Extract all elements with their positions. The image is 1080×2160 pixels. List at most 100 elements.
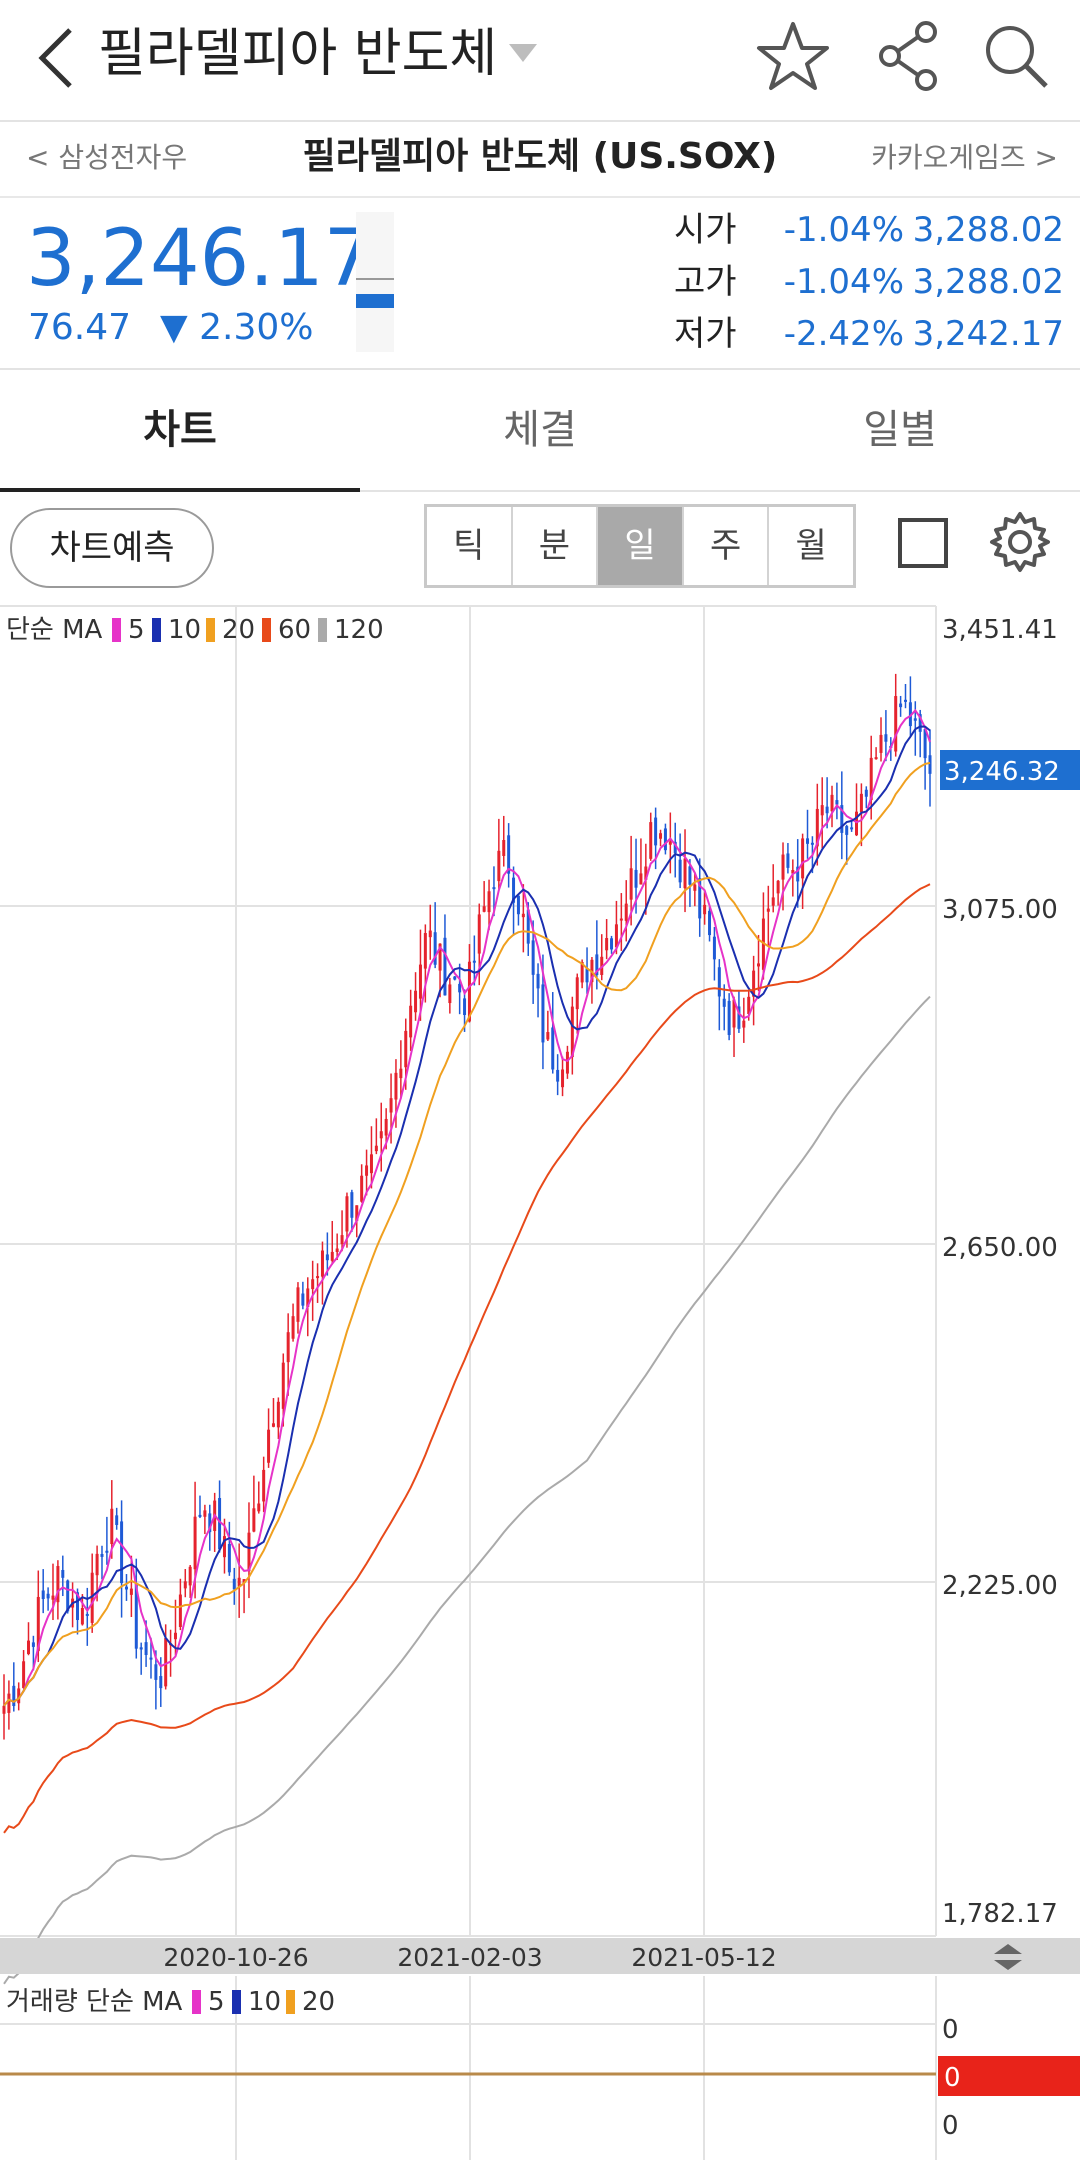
tab-chart[interactable]: 차트 [0,370,360,492]
candle-body [923,729,927,759]
app-header: 필라델피아 반도체 [0,0,1080,122]
fullscreen-icon[interactable] [898,518,948,568]
candle-body [688,866,692,885]
chart-predict-button[interactable]: 차트예측 [10,508,214,588]
open-label: 시가 [674,210,737,250]
candle-body [820,805,824,816]
vol-ma5-swatch [192,1990,201,2014]
volume-y-mid: 0 [944,2063,961,2093]
candle-body [913,718,917,721]
candle-body [654,817,658,846]
vol-ma10-label: 10 [248,1987,281,2017]
candle-body [301,1293,305,1306]
candle-body [90,1572,94,1623]
candle-body [159,1676,163,1689]
vol-ma20-label: 20 [302,1987,335,2017]
tab-bar: 차트 체결 일별 [0,370,1080,492]
candle-body [222,1536,226,1558]
candle-body [198,1514,202,1517]
candle-body [95,1553,99,1576]
candle-body [17,1688,21,1704]
candle-body [551,1027,555,1070]
candle-body [134,1583,138,1649]
period-tick[interactable]: 틱 [427,507,513,585]
candle-body [325,1254,329,1261]
candle-body [659,833,663,839]
low-row: 저가 -2.42% 3,242.17 [674,308,1064,360]
y-tick-label: 2,225.00 [942,1571,1058,1601]
candle-body [698,878,702,919]
volume-current-marker [938,2056,1080,2096]
period-week[interactable]: 주 [684,507,770,585]
candle-body [173,1632,177,1640]
expand-vertical-icon[interactable] [994,1944,1022,1970]
period-month[interactable]: 월 [795,526,827,566]
candle-body [580,961,584,983]
candle-body [757,963,761,967]
candle-body [859,793,863,813]
tab-trades[interactable]: 체결 [503,407,577,453]
candle-body [115,1515,119,1525]
candle-body [610,938,614,950]
candle-body [428,930,432,938]
share-icon[interactable] [872,18,948,94]
candle-body [467,961,471,1022]
candle-body [22,1661,26,1688]
prev-stock-link[interactable]: < 삼성전자우 [26,141,188,174]
candle-body [335,1248,339,1252]
candle-body [747,996,751,1015]
page-title[interactable]: 필라델피아 반도체 [98,24,498,84]
candle-body [487,891,491,913]
high-label: 고가 [674,262,737,302]
candle-body [257,1503,261,1512]
candle-body [835,800,839,805]
low-label: 저가 [674,314,737,354]
candle-body [26,1640,30,1654]
candle-body [673,841,677,854]
ma5-label: 5 [128,615,145,645]
candle-body [737,1006,741,1029]
search-icon[interactable] [978,18,1054,94]
candle-body [649,822,653,859]
period-minute[interactable]: 분 [513,507,599,585]
ma60-swatch [262,618,271,642]
period-day[interactable]: 일 [598,507,684,585]
ma10-swatch [152,618,161,642]
high-value: 3,288.02 [912,262,1064,302]
candle-body [61,1569,65,1578]
candle-body [365,1165,369,1176]
quote-panel: 3,246.17 76.47 ▼ 2.30% 시가 -1.04% 3,288.02 … [0,198,1080,370]
gear-icon[interactable] [988,510,1052,574]
candle-body [286,1332,290,1363]
price-chart[interactable]: 단순 MA 5 10 20 60 120 3,451.41 3,075.00 2… [0,604,1080,2160]
y-tick-label: 1,782.17 [942,1899,1058,1929]
candle-body [418,964,422,999]
candle-body [178,1594,182,1627]
candle-body [918,714,922,732]
ma20-line [3,761,931,1707]
candle-body [928,755,932,774]
candle-body [276,1401,280,1428]
candle-body [51,1595,55,1600]
candle-body [570,1006,574,1058]
next-stock-link[interactable]: 카카오게임즈 > [871,141,1058,174]
candle-body [237,1577,241,1587]
candle-body [203,1510,207,1517]
triangle-down-icon[interactable] [505,38,541,68]
x-axis-band[interactable] [0,1938,1080,1974]
candle-body [644,866,648,880]
candle-body [438,943,442,971]
star-icon[interactable] [755,18,831,94]
candle-body [561,1069,565,1088]
tab-daily[interactable]: 일별 [863,407,937,453]
chevron-left-icon[interactable] [28,18,88,98]
candle-body [850,827,854,830]
candle-body [703,904,707,915]
candle-body [801,838,805,879]
candle-body [884,734,888,742]
candle-body [423,933,427,969]
volume-legend-title: 거래량 단순 MA [6,1987,183,2017]
candle-body [443,937,447,996]
candle-body [546,1032,550,1040]
candle-body [869,757,873,801]
